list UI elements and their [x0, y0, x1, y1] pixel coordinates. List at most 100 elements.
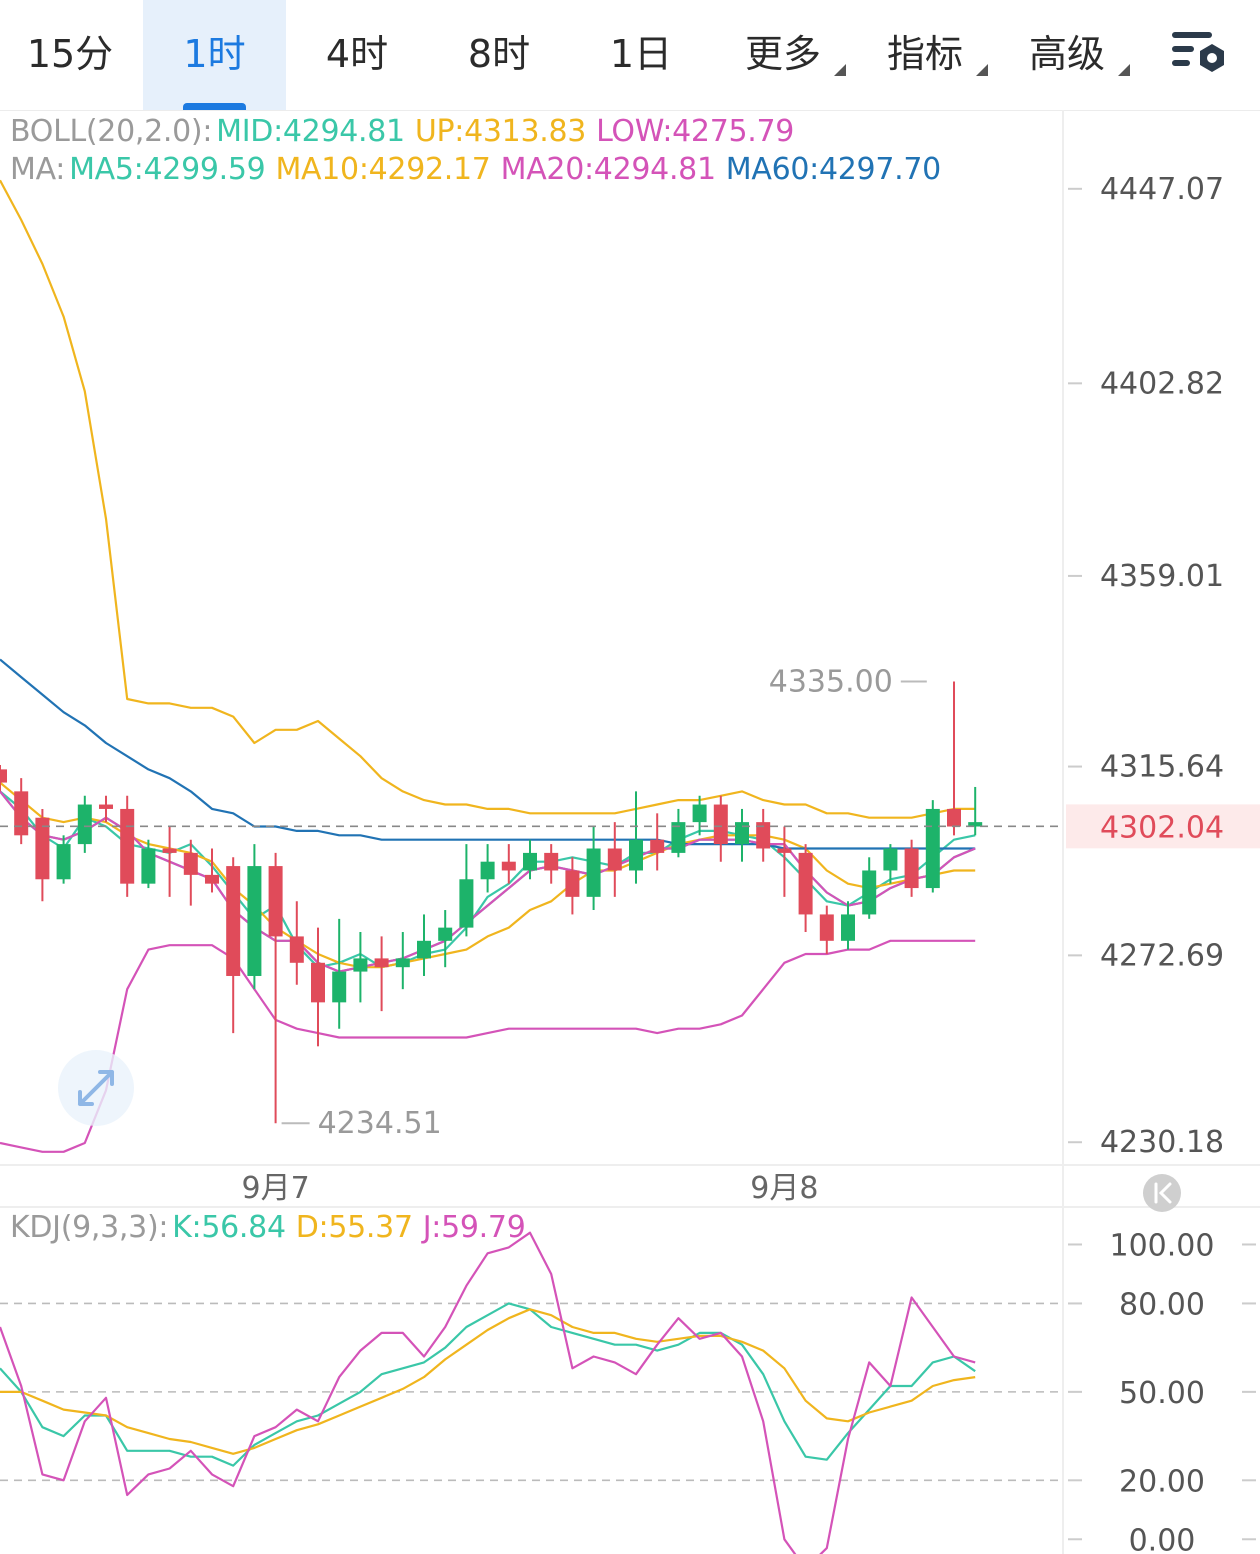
- candle-body: [162, 848, 177, 853]
- kdj-tick-label: 80.00: [1119, 1287, 1205, 1322]
- boll-low-value: LOW:4275.79: [596, 114, 795, 149]
- scroll-to-latest-icon[interactable]: [1143, 1174, 1181, 1212]
- tab-1day[interactable]: 1日: [609, 32, 673, 76]
- candle-body: [0, 769, 7, 783]
- line-ma20: [0, 790, 976, 973]
- candle-body: [650, 839, 665, 853]
- kdj-d-value: D:55.37: [295, 1210, 413, 1245]
- dropdown-triangle-icon: [976, 64, 988, 76]
- kdj-tick-label: 0.00: [1129, 1523, 1196, 1554]
- candle-body: [777, 848, 792, 853]
- kdj-tick-label: 100.00: [1110, 1228, 1215, 1263]
- boll-label: BOLL(20,2.0):: [10, 114, 213, 149]
- candle-body: [77, 804, 92, 845]
- candle-body: [501, 861, 516, 871]
- candle-body: [311, 962, 325, 1003]
- chart-settings-icon[interactable]: [1168, 24, 1232, 84]
- candle-body: [862, 870, 877, 915]
- high-price-label: 4335.00: [769, 664, 893, 699]
- candle-body: [947, 808, 961, 827]
- date-label: 9月7: [242, 1171, 310, 1206]
- boll-mid-value: MID:4294.81: [216, 114, 405, 149]
- candle-body: [459, 879, 474, 928]
- ma20-value: MA20:4294.81: [500, 152, 716, 187]
- candle-body: [544, 852, 559, 871]
- tab-15min[interactable]: 15分: [26, 32, 114, 76]
- tab-8hour[interactable]: 8时: [467, 32, 531, 76]
- line-low: [0, 939, 976, 1153]
- ma-legend: MA: MA5:4299.59 MA10:4292.17 MA20:4294.81 MA…: [10, 152, 951, 187]
- candle-body: [968, 822, 983, 827]
- candle-body: [692, 804, 707, 823]
- candle-body: [120, 808, 135, 884]
- candle-body: [226, 866, 241, 976]
- candle-body: [883, 848, 898, 871]
- line-ma5: [0, 790, 976, 969]
- tab-indicators[interactable]: 指标: [854, 0, 996, 110]
- candle-body: [35, 817, 50, 880]
- low-price-label: 4234.51: [318, 1106, 442, 1141]
- candle-body: [141, 848, 156, 884]
- kdj-label: KDJ(9,3,3):: [10, 1210, 169, 1245]
- kdj-j-value: J:59.79: [422, 1210, 526, 1245]
- candle-body: [205, 874, 219, 884]
- candle-body: [183, 852, 198, 875]
- candle-body: [904, 848, 919, 889]
- ma10-value: MA10:4292.17: [275, 152, 491, 187]
- line-up: [0, 179, 976, 819]
- candle-body: [586, 848, 601, 897]
- price-tick-label: 4359.01: [1100, 559, 1224, 594]
- line-ma10: [0, 781, 976, 969]
- candle-body: [480, 861, 495, 880]
- candle-body: [523, 852, 537, 871]
- candle-body: [713, 804, 728, 845]
- kdj-tick-label: 20.00: [1119, 1464, 1205, 1499]
- candle-body: [374, 958, 389, 968]
- tab-1hour[interactable]: 1时: [143, 0, 286, 110]
- candle-body: [629, 839, 643, 871]
- candle-body: [268, 866, 283, 937]
- price-tick-label: 4447.07: [1100, 172, 1224, 207]
- ma-label: MA:: [10, 152, 66, 187]
- candle-body: [247, 866, 262, 976]
- candle-body: [819, 914, 834, 941]
- price-tick-label: 4315.64: [1100, 750, 1224, 785]
- candle-body: [798, 852, 813, 915]
- dropdown-triangle-icon: [834, 64, 846, 76]
- candle-body: [14, 791, 29, 836]
- candle-body: [99, 804, 113, 809]
- candle-body: [607, 848, 622, 871]
- price-tick-label: 4402.82: [1100, 366, 1224, 401]
- ma60-value: MA60:4297.70: [725, 152, 941, 187]
- candle-body: [417, 940, 431, 959]
- candle-body: [289, 936, 304, 963]
- price-tick-label: 4272.69: [1100, 938, 1224, 973]
- candle-body: [332, 971, 347, 1003]
- tab-advanced[interactable]: 高级: [996, 0, 1138, 110]
- kdj-line-d: [0, 1308, 976, 1455]
- kdj-line-j: [0, 1231, 976, 1554]
- kdj-line-k: [0, 1302, 976, 1467]
- candle-body: [438, 927, 453, 941]
- candle-body: [565, 870, 580, 897]
- dropdown-triangle-icon: [1118, 64, 1130, 76]
- candle-body: [56, 844, 71, 880]
- candle-body: [735, 822, 749, 845]
- candle-body: [756, 822, 771, 849]
- kdj-k-value: K:56.84: [172, 1210, 286, 1245]
- fullscreen-arrows-icon: [78, 1070, 114, 1106]
- date-label: 9月8: [750, 1171, 818, 1206]
- kdj-legend: KDJ(9,3,3): K:56.84 D:55.37 J:59.79: [10, 1210, 536, 1245]
- candle-body: [353, 958, 368, 972]
- fullscreen-toggle-icon[interactable]: [58, 1050, 134, 1126]
- last-price-tag: [1066, 804, 1260, 849]
- tab-4hour[interactable]: 4时: [325, 32, 389, 76]
- line-ma60: [0, 658, 976, 850]
- scroll-to-latest-glyph: [1154, 1182, 1172, 1204]
- candle-body: [395, 958, 410, 968]
- kdj-tick-label: 50.00: [1119, 1376, 1205, 1411]
- candle-body: [671, 822, 686, 853]
- tab-more[interactable]: 更多: [712, 0, 854, 110]
- price-tick-label: 4230.18: [1100, 1125, 1224, 1160]
